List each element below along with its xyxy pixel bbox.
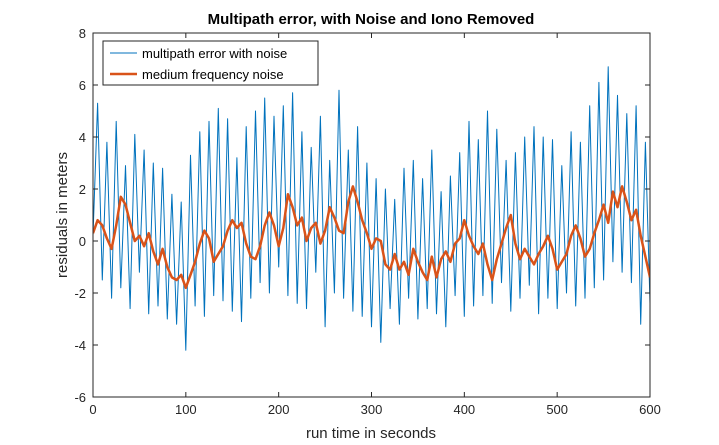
x-tick-label: 500	[546, 402, 568, 417]
legend-label-medium-frequency: medium frequency noise	[142, 67, 284, 82]
y-tick-label: 4	[79, 130, 86, 145]
y-axis-label: residuals in meters	[54, 152, 71, 278]
y-tick-label: 6	[79, 78, 86, 93]
plot-area	[92, 32, 651, 398]
legend-label-noise: multipath error with noise	[142, 46, 287, 61]
legend: multipath error with noise medium freque…	[102, 40, 319, 86]
chart-title: Multipath error, with Noise and Iono Rem…	[208, 11, 535, 28]
x-tick-label: 200	[268, 402, 290, 417]
legend-box	[102, 40, 319, 86]
x-tick-label: 300	[361, 402, 383, 417]
series-line-multipath-noise	[93, 66, 650, 351]
x-tick-label: 400	[453, 402, 475, 417]
x-tick-label: 0	[89, 402, 96, 417]
y-tick-label: -6	[74, 390, 86, 405]
series-line-medium-frequency	[93, 185, 650, 290]
x-axis-label: run time in seconds	[306, 425, 436, 442]
y-tick-label: -2	[74, 286, 86, 301]
y-tick-label: 8	[79, 26, 86, 41]
x-tick-label: 600	[639, 402, 661, 417]
y-tick-label: 0	[79, 234, 86, 249]
y-tick-label: 2	[79, 182, 86, 197]
x-tick-label: 100	[175, 402, 197, 417]
y-tick-label: -4	[74, 338, 86, 353]
